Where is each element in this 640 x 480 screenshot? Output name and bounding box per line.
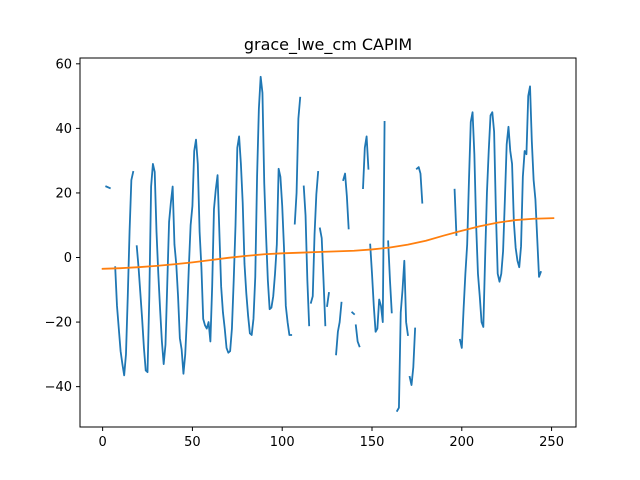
series-1-line-segment-1 (105, 185, 111, 190)
y-tick-label: 20 (55, 186, 72, 201)
x-tick-label: 250 (539, 435, 564, 450)
series-2-line-segment-1 (101, 217, 555, 270)
series-1-line-segment-8 (326, 292, 330, 307)
series-1-line-segment-9 (335, 301, 343, 356)
plot-area (101, 75, 555, 413)
series-1-line-segment-13 (362, 135, 370, 190)
axes-frame (79, 57, 577, 428)
y-tick-label: −20 (45, 316, 72, 331)
x-tick-label: 0 (98, 435, 106, 450)
x-tick-label: 50 (184, 435, 201, 450)
series-1-line-segment-15 (387, 240, 393, 314)
series-1-line-segment-5 (302, 185, 311, 327)
series-1-line-segment-2 (114, 170, 135, 377)
series-1-line-segment-6 (309, 170, 320, 304)
series-1-line-segment-17 (408, 327, 417, 386)
y-tick-label: 0 (64, 251, 72, 266)
series-1-line-segment-11 (350, 311, 356, 316)
series-1-line-segment-18 (415, 166, 424, 204)
series-1-line-segment-19 (453, 188, 458, 236)
series-1-line-segment-4 (293, 96, 302, 225)
y-tick-label: −40 (45, 380, 72, 395)
x-tick-label: 200 (449, 435, 474, 450)
series-1-line-segment-14 (369, 121, 386, 333)
x-tick-label: 100 (270, 435, 295, 450)
x-axis: 0 50 100 150 200 250 (98, 427, 564, 450)
series-1-line-segment-20 (458, 85, 542, 349)
y-axis: −40 −20 0 20 40 60 (45, 57, 80, 395)
series-1-line-segment-10 (342, 172, 350, 230)
x-tick-label: 150 (360, 435, 385, 450)
chart-title: grace_lwe_cm CAPIM (244, 35, 412, 55)
y-tick-label: 60 (55, 57, 72, 72)
series-1-line-segment-12 (354, 324, 361, 348)
y-tick-label: 40 (55, 122, 72, 137)
series-1-line-segment-16 (395, 259, 409, 413)
series-1-line-segment-3 (135, 75, 293, 375)
series-1-line-segment-7 (318, 227, 327, 327)
